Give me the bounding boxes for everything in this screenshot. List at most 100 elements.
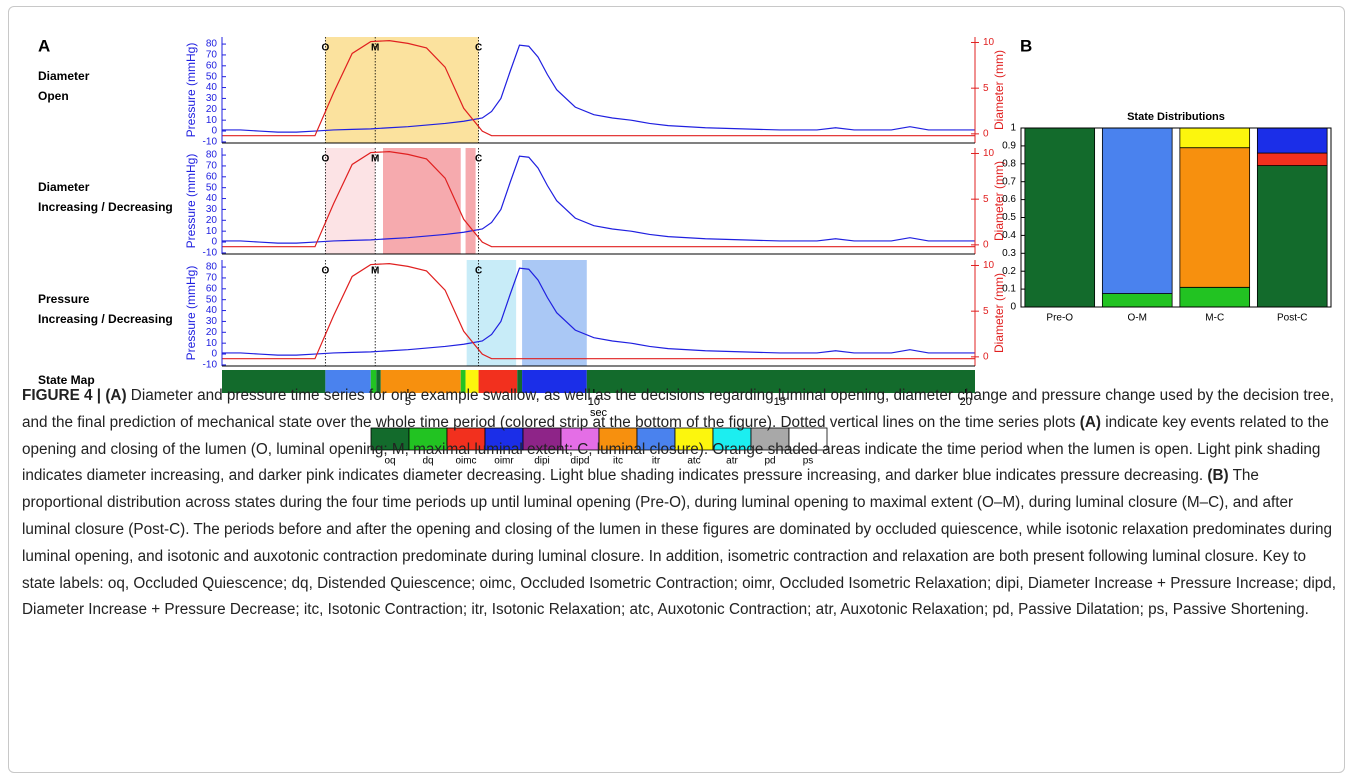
series-line: [222, 40, 975, 137]
legend-label: pd: [764, 456, 775, 467]
x-tick-label: Post-C: [1277, 313, 1308, 324]
x-tick-label: 15: [774, 396, 786, 408]
y-tick-label: 0: [1010, 302, 1016, 313]
y2-axis-label: Diameter (mm): [992, 273, 1006, 353]
panel-label: B: [1020, 36, 1032, 55]
y-axis-label: Pressure (mmHg): [184, 43, 198, 138]
series-line: [222, 263, 975, 360]
y-tick-label: 0.3: [1002, 248, 1016, 259]
y2-tick-label: 10: [983, 148, 995, 159]
caption: FIGURE 4 | (A) Diameter and pressure tim…: [22, 383, 1337, 624]
series-line: [222, 151, 975, 248]
panel-title: Diameter: [38, 180, 90, 194]
panel-label: A: [38, 36, 50, 55]
chart-title: State Distributions: [1127, 111, 1225, 123]
caption-text: indicate key events related to the openi…: [22, 413, 1329, 485]
y-tick-label: 20: [206, 327, 218, 338]
y2-tick-label: 0: [983, 129, 989, 140]
caption-bold: (A): [1079, 413, 1101, 431]
bar-segment: [1256, 165, 1328, 308]
event-label: C: [475, 154, 482, 165]
y-tick-label: 70: [206, 161, 218, 172]
x-axis-label: sec: [590, 407, 608, 419]
y-tick-label: 10: [206, 226, 218, 237]
series-line: [222, 44, 975, 133]
y-tick-label: 10: [206, 115, 218, 126]
panel-title: Diameter: [38, 69, 90, 83]
state-segment: [586, 370, 975, 393]
y-tick-label: 0.8: [1002, 158, 1016, 169]
y-tick-label: 0: [211, 126, 217, 137]
y-tick-label: 80: [206, 39, 218, 50]
legend-label: ps: [803, 456, 814, 467]
legend-label: atr: [726, 456, 738, 467]
shaded-region: [325, 148, 376, 254]
y-tick-label: 50: [206, 71, 218, 82]
y-tick-label: -10: [203, 248, 218, 259]
state-segment: [460, 370, 466, 393]
y-tick-label: 0.4: [1002, 230, 1016, 241]
y2-axis-label: Diameter (mm): [992, 161, 1006, 241]
y-tick-label: 0.9: [1002, 141, 1016, 152]
legend-label: oq: [384, 456, 395, 467]
panel-title: Increasing / Decreasing: [38, 200, 173, 214]
state-segment: [222, 370, 326, 393]
y-tick-label: 0.7: [1002, 176, 1016, 187]
y-tick-label: 30: [206, 316, 218, 327]
y-tick-label: 80: [206, 262, 218, 273]
y2-tick-label: 0: [983, 240, 989, 251]
y2-axis-label: Diameter (mm): [992, 50, 1006, 130]
legend-label: dipi: [534, 456, 550, 467]
y-tick-label: 60: [206, 283, 218, 294]
event-label: M: [371, 43, 379, 54]
y2-tick-label: 5: [983, 306, 989, 317]
shaded-region: [522, 260, 587, 366]
state-segment: [522, 370, 587, 393]
y-tick-label: 20: [206, 104, 218, 115]
state-map-label: State Map: [38, 373, 95, 387]
state-segment: [465, 370, 479, 393]
y-axis-label: Pressure (mmHg): [184, 154, 198, 249]
y-tick-label: 60: [206, 60, 218, 71]
y2-tick-label: 0: [983, 352, 989, 363]
legend-label: itc: [613, 456, 623, 467]
shaded-region: [465, 148, 476, 254]
legend-label: oimc: [455, 456, 476, 467]
y-tick-label: 0.6: [1002, 194, 1016, 205]
x-tick-label: Pre-O: [1046, 313, 1073, 324]
y-tick-label: 40: [206, 82, 218, 93]
state-segment: [376, 370, 381, 393]
x-tick-label: 10: [588, 396, 600, 408]
series-line: [222, 155, 975, 244]
bar-segment: [1179, 147, 1251, 288]
x-tick-label: M-C: [1205, 313, 1224, 324]
legend-label: oimr: [494, 456, 514, 467]
legend-label: atc: [687, 456, 700, 467]
y-tick-label: 70: [206, 50, 218, 61]
legend-swatch: [788, 427, 828, 451]
y-tick-label: 10: [206, 338, 218, 349]
y-tick-label: 30: [206, 204, 218, 215]
legend-label: dq: [422, 456, 433, 467]
shaded-region: [325, 37, 479, 143]
bar-segment: [1179, 286, 1251, 308]
bar-segment: [1024, 127, 1096, 308]
y2-tick-label: 10: [983, 260, 995, 271]
y-tick-label: -10: [203, 360, 218, 371]
x-tick-label: O-M: [1128, 313, 1147, 324]
caption-text: Diameter and pressure time series for on…: [22, 387, 1334, 431]
bar-segment: [1101, 293, 1173, 308]
y-tick-label: 0.1: [1002, 284, 1016, 295]
legend-label: itr: [652, 456, 661, 467]
caption-bold: FIGURE 4 | (A): [22, 387, 127, 404]
state-segment: [478, 370, 518, 393]
shaded-region: [466, 260, 517, 366]
y-tick-label: 0.2: [1002, 266, 1016, 277]
y-tick-label: 80: [206, 150, 218, 161]
y2-tick-label: 10: [983, 37, 995, 48]
event-label: O: [321, 43, 329, 54]
event-label: C: [475, 43, 482, 54]
bar-segment: [1179, 127, 1251, 149]
figure: A B O M C-10010203040506070800510Pressure …: [38, 36, 1332, 467]
